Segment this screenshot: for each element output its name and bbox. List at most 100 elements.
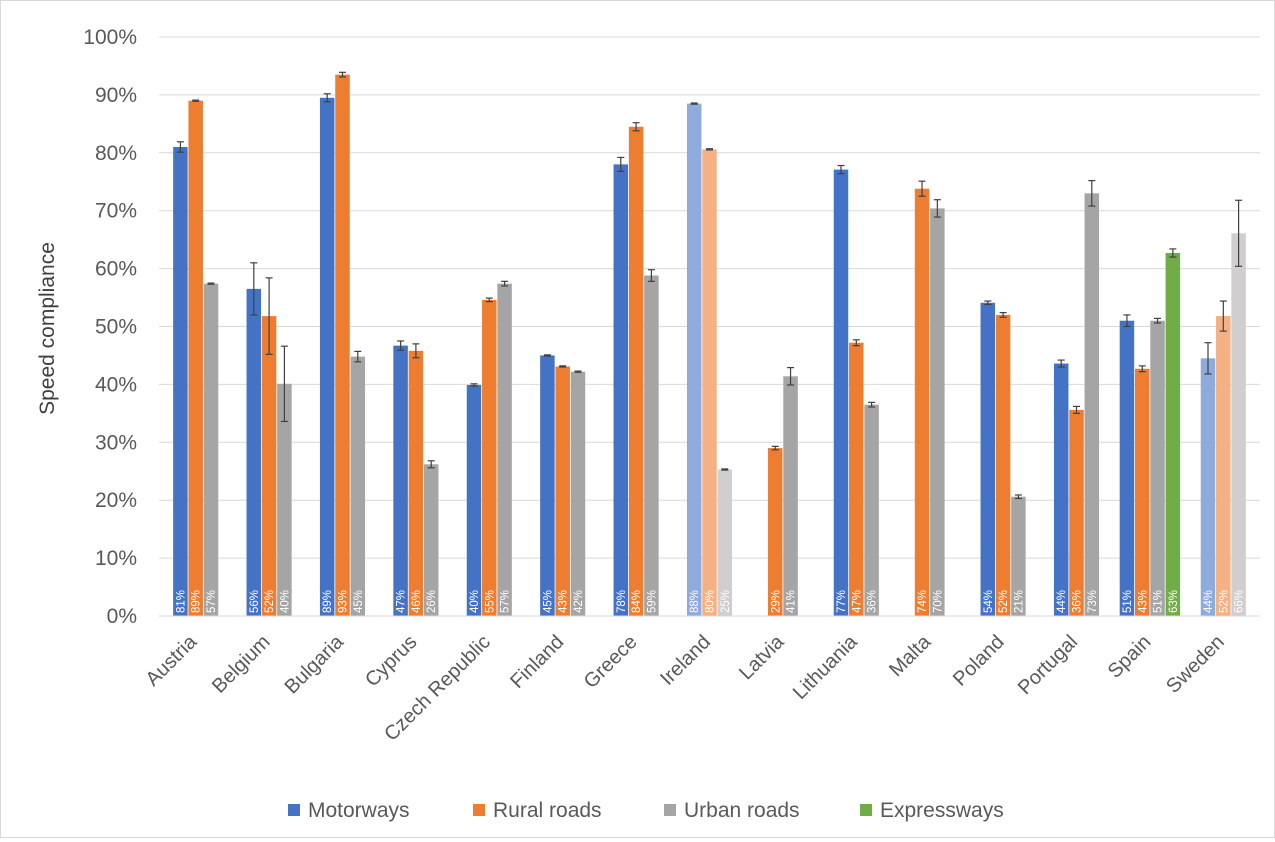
y-tick-label: 100% xyxy=(83,26,137,49)
y-tick-label: 50% xyxy=(95,316,137,339)
legend-label: Expressways xyxy=(880,799,1004,822)
bar-rural-roads xyxy=(914,188,930,616)
legend-label: Motorways xyxy=(308,799,410,822)
data-label: 51% xyxy=(1122,590,1134,613)
error-bar xyxy=(837,164,845,175)
error-bar xyxy=(265,277,273,355)
y-tick-label: 0% xyxy=(107,605,137,628)
bar-urban-roads xyxy=(570,371,586,616)
error-bar xyxy=(1088,179,1096,207)
bar-motorways xyxy=(466,384,482,616)
data-label: 36% xyxy=(867,590,879,613)
bar-motorways xyxy=(393,345,408,616)
legend-item-urban-roads: Urban roads xyxy=(664,799,800,822)
error-bar xyxy=(868,401,876,408)
data-label: 55% xyxy=(484,590,496,613)
bar-rural-roads xyxy=(849,342,864,616)
x-tick-label: Malta xyxy=(885,630,936,681)
bar-motorways xyxy=(319,97,335,617)
error-bar xyxy=(1123,314,1131,328)
error-bar xyxy=(984,300,992,306)
data-label: 52% xyxy=(1218,590,1230,613)
bar-motorways xyxy=(1053,363,1069,616)
data-label: 44% xyxy=(1203,590,1215,613)
error-bar xyxy=(354,350,362,363)
error-bar xyxy=(412,343,420,359)
error-bar xyxy=(427,460,435,469)
bar-urban-roads xyxy=(783,376,798,616)
legend-label: Rural roads xyxy=(493,799,602,822)
data-label: 66% xyxy=(1234,590,1246,613)
data-label: 73% xyxy=(1087,590,1099,613)
error-bar xyxy=(323,93,331,103)
error-bar xyxy=(250,262,258,316)
bar-rural-roads xyxy=(702,149,717,617)
error-bar xyxy=(1138,365,1146,373)
data-label: 47% xyxy=(396,590,408,613)
error-bar xyxy=(485,297,493,303)
bar-urban-roads xyxy=(277,383,292,616)
data-label: 52% xyxy=(264,590,276,613)
error-bar xyxy=(501,280,509,287)
error-bar xyxy=(543,354,551,357)
bar-expressways xyxy=(1165,252,1181,617)
bar-motorways xyxy=(540,355,555,616)
data-label: 84% xyxy=(631,590,643,613)
error-bar xyxy=(1204,342,1212,375)
data-label: 45% xyxy=(542,590,554,613)
legend-item-expressways: Expressways xyxy=(860,799,1004,822)
data-label: 89% xyxy=(322,590,334,613)
x-tick-label: Greece xyxy=(580,631,642,693)
data-label: 44% xyxy=(1056,590,1068,613)
data-label: 46% xyxy=(411,590,423,613)
bar-urban-roads xyxy=(864,404,879,616)
data-label: 57% xyxy=(206,590,218,613)
bar-urban-roads xyxy=(1231,233,1246,616)
x-tick-label: Austria xyxy=(142,630,202,690)
data-label: 40% xyxy=(469,590,481,613)
y-tick-label: 90% xyxy=(95,84,137,107)
data-label: 43% xyxy=(1137,590,1149,613)
x-tick-label: Belgium xyxy=(208,631,275,698)
data-label: 42% xyxy=(573,590,585,613)
data-label: 89% xyxy=(191,590,203,613)
error-bar xyxy=(1219,300,1227,332)
bar-motorways xyxy=(173,147,188,616)
bar-rural-roads xyxy=(1069,409,1084,616)
legend-item-motorways: Motorways xyxy=(288,799,410,822)
data-label: 41% xyxy=(786,590,798,613)
bar-urban-roads xyxy=(350,356,366,616)
bar-urban-roads xyxy=(203,283,219,616)
bar-motorways xyxy=(1119,320,1135,616)
data-label: 88% xyxy=(689,590,701,613)
bar-motorways xyxy=(246,288,262,616)
error-bar xyxy=(1235,199,1243,267)
bar-urban-roads xyxy=(717,469,733,616)
error-bar xyxy=(647,269,655,282)
bar-rural-roads xyxy=(768,448,783,616)
bar-motorways xyxy=(613,164,629,616)
x-tick-label: Bulgaria xyxy=(281,630,349,698)
bar-motorways xyxy=(833,169,849,616)
error-bar xyxy=(339,71,346,78)
error-bar xyxy=(721,468,729,471)
error-bar xyxy=(1169,248,1177,258)
y-tick-label: 70% xyxy=(95,200,137,223)
y-tick-label: 60% xyxy=(95,258,137,281)
error-bar xyxy=(176,141,184,153)
error-bar xyxy=(999,312,1007,318)
data-label: 77% xyxy=(836,590,848,613)
data-labels: 81% 89% 57% 56% 52% 40% 89% 93% 45% 47% 46% 26% 40% 5… xyxy=(175,590,1245,613)
x-tick-label: Spain xyxy=(1104,631,1156,683)
error-bar xyxy=(280,345,288,423)
y-tick-label: 80% xyxy=(95,142,137,165)
bar-rural-roads xyxy=(1135,368,1150,616)
legend: Motorways Rural roads Urban roads Expresswa… xyxy=(288,799,1004,822)
data-label: 63% xyxy=(1168,590,1180,613)
bar-rural-roads xyxy=(1216,316,1231,616)
x-tick-label: Poland xyxy=(949,631,1009,691)
data-label: 51% xyxy=(1153,590,1165,613)
bar-rural-roads xyxy=(555,366,570,616)
bar-urban-roads xyxy=(1150,320,1165,616)
error-bar xyxy=(918,180,926,197)
